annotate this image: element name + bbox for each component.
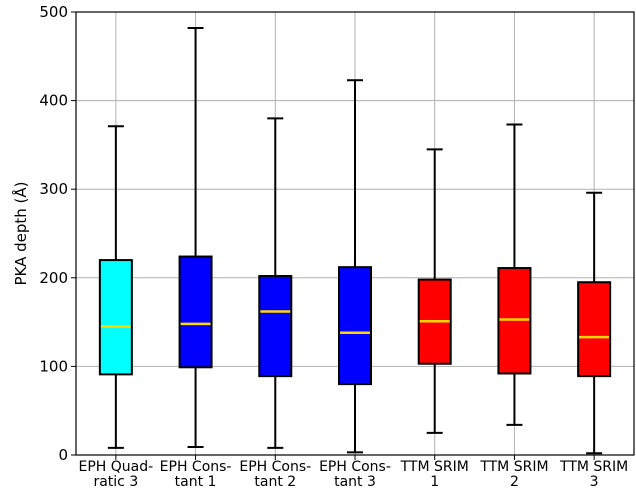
x-tick-label-line: EPH Cons-: [160, 459, 232, 475]
x-tick-label: EPH Quad-ratic 3: [79, 459, 154, 488]
x-tick-label-line: EPH Quad-: [79, 459, 154, 475]
x-tick-label-line: EPH Cons-: [319, 459, 391, 475]
x-tick-label-line: 2: [510, 474, 519, 488]
y-axis-ticks: 0 100 200 300 400 500: [39, 3, 76, 464]
box-iqr: [338, 266, 372, 386]
x-tick-label-line: tant 1: [175, 474, 217, 488]
y-tick-label: 300: [39, 180, 68, 198]
box-series: [98, 26, 612, 455]
x-tick-label-line: tant 2: [254, 474, 296, 488]
box-item: [258, 117, 293, 449]
box-item: [98, 125, 133, 449]
x-tick-label: EPH Cons-tant 3: [319, 459, 391, 488]
box-iqr: [98, 259, 133, 376]
box-item: [178, 26, 213, 449]
y-tick-label: 200: [39, 269, 68, 287]
x-tick-label-line: TTM SRIM: [400, 459, 469, 475]
box-iqr: [497, 267, 532, 375]
y-tick-label: 0: [58, 446, 68, 464]
x-tick-label-line: EPH Cons-: [239, 459, 311, 475]
box-item: [577, 191, 612, 455]
x-tick-label-line: TTM SRIM: [559, 459, 628, 475]
x-tick-label-line: 1: [430, 474, 439, 488]
box-iqr: [178, 255, 213, 369]
x-tick-label-line: ratic 3: [93, 474, 138, 488]
x-tick-label: EPH Cons-tant 2: [239, 459, 311, 488]
x-tick-label-line: tant 3: [334, 474, 376, 488]
x-tick-label: TTM SRIM 3: [559, 459, 628, 488]
box-iqr: [577, 281, 612, 378]
x-tick-label-line: 3: [590, 474, 599, 488]
box-item: [417, 148, 452, 434]
box-item: [497, 123, 532, 426]
y-axis-label: PKA depth (Å): [11, 181, 30, 285]
y-tick-label: 100: [39, 357, 68, 375]
box-iqr: [258, 275, 293, 378]
x-tick-label: TTM SRIM 1: [400, 459, 469, 488]
y-tick-label: 500: [39, 3, 68, 21]
x-tick-label: TTM SRIM 2: [479, 459, 548, 488]
box-item: [338, 79, 372, 454]
x-tick-label: EPH Cons-tant 1: [160, 459, 232, 488]
x-tick-label-line: TTM SRIM: [479, 459, 548, 475]
y-tick-label: 400: [39, 92, 68, 110]
